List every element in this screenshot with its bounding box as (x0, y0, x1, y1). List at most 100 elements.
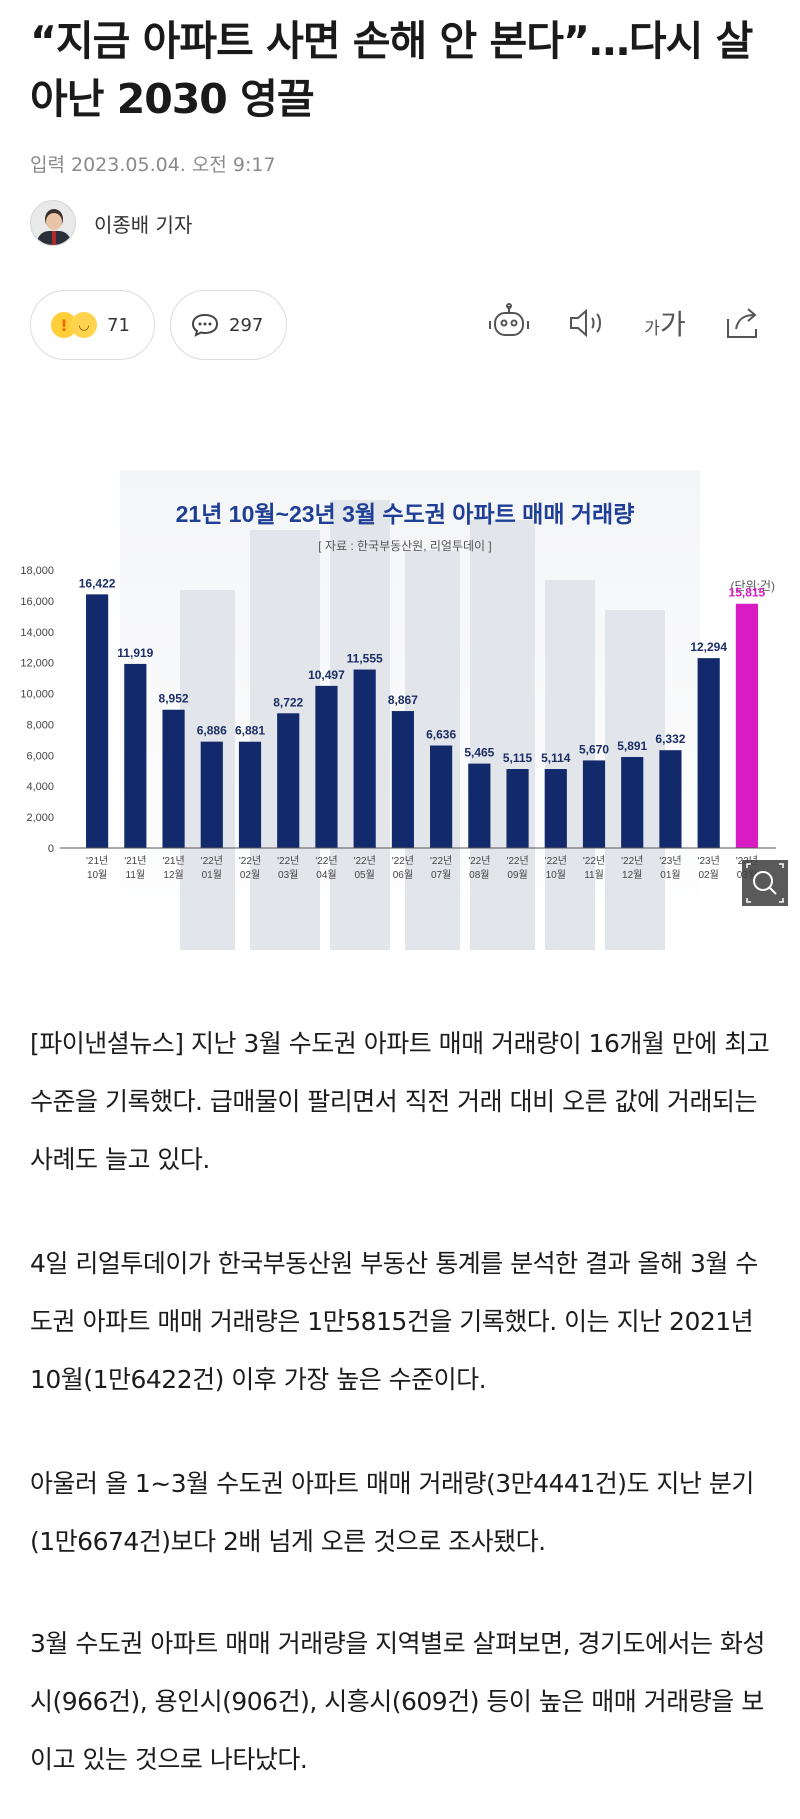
x-tick-year: '22년 (621, 855, 643, 867)
reaction-count: 71 (107, 314, 130, 336)
y-tick-label: 14,000 (20, 627, 54, 639)
paragraph-4: 3월 수도권 아파트 매매 거래량을 지역별로 살펴보면, 경기도에서는 화성시… (30, 1629, 765, 1774)
chart-title: 21년 10월~23년 3월 수도권 아파트 매매 거래량 (176, 501, 635, 527)
y-tick-label: 4,000 (26, 781, 54, 793)
bar-value-label: 8,867 (388, 693, 418, 707)
x-tick-year: '22년 (583, 855, 605, 867)
x-tick-year: '22년 (201, 855, 223, 867)
summary-bot-button[interactable] (485, 302, 533, 344)
bar-value-label: 5,114 (541, 751, 571, 765)
y-tick-label: 18,000 (20, 565, 54, 577)
bar-value-label: 16,422 (79, 576, 116, 590)
bar-value-label: 10,497 (308, 668, 345, 682)
x-tick-month: 09월 (507, 869, 527, 881)
bar (353, 669, 376, 848)
bar (506, 769, 529, 848)
comment-button[interactable]: 297 (170, 290, 287, 360)
reaction-button[interactable]: ! ◡ 71 (30, 290, 155, 360)
bar-value-label: 15,815 (729, 586, 766, 600)
bar-value-label: 6,886 (197, 724, 227, 738)
x-tick-year: '23년 (698, 855, 720, 867)
author-name[interactable]: 이종배 기자 (94, 212, 193, 237)
bar (659, 750, 682, 848)
smile-emoji-icon: ◡ (71, 312, 97, 338)
zoom-image-icon[interactable] (742, 860, 788, 906)
x-tick-year: '22년 (468, 855, 490, 867)
font-size-button[interactable]: 가가 (640, 302, 690, 344)
x-tick-month: 01월 (202, 869, 222, 881)
y-tick-label: 0 (48, 843, 54, 855)
share-button[interactable] (720, 302, 764, 344)
x-tick-month: 11월 (584, 869, 604, 881)
chart-image[interactable]: 21년 10월~23년 3월 수도권 아파트 매매 거래량 [ 자료 : 한국부… (20, 470, 790, 990)
bar-value-label: 5,115 (503, 751, 533, 765)
publish-date: 입력 2023.05.04. 오전 9:17 (30, 154, 276, 176)
bar (277, 713, 300, 848)
bar (238, 741, 262, 848)
bar (200, 741, 223, 848)
bar (697, 658, 720, 848)
bar-value-label: 5,670 (579, 742, 609, 756)
x-tick-month: 02월 (699, 869, 719, 881)
x-tick-month: 02월 (240, 869, 260, 881)
bar (468, 763, 491, 848)
x-tick-year: '21년 (124, 855, 146, 867)
x-tick-month: 04월 (316, 869, 336, 881)
x-tick-month: 12월 (163, 869, 183, 881)
x-tick-month: 01월 (660, 869, 680, 881)
speaker-tts-icon (570, 308, 601, 338)
comment-count: 297 (229, 314, 264, 336)
x-tick-year: '21년 (162, 855, 184, 867)
paragraph-1: [파이낸셜뉴스] 지난 3월 수도권 아파트 매매 거래량이 16개월 만에 최… (30, 1029, 770, 1174)
y-tick-label: 8,000 (26, 719, 54, 731)
bar (544, 769, 567, 848)
y-tick-label: 16,000 (20, 596, 54, 608)
x-tick-year: '21년 (86, 855, 108, 867)
y-tick-label: 10,000 (20, 689, 54, 701)
x-tick-year: '22년 (354, 855, 376, 867)
speech-bubble-icon (191, 313, 219, 337)
bar (582, 760, 606, 848)
article-headline: “지금 아파트 사면 손해 안 본다”…다시 살아난 2030 영끌 (30, 17, 753, 123)
x-tick-month: 08월 (469, 869, 489, 881)
chart-unit: (단위:건) (731, 579, 775, 593)
bar (735, 603, 758, 848)
bar-value-label: 11,555 (347, 652, 383, 666)
y-tick-label: 2,000 (26, 812, 54, 824)
author-row[interactable]: 이종배 기자 (30, 198, 192, 248)
paragraph-2: 4일 리얼투데이가 한국부동산원 부동산 통계를 분석한 결과 올해 3월 수도… (30, 1249, 758, 1394)
x-tick-year: '22년 (545, 855, 567, 867)
bar-value-label: 8,722 (273, 695, 303, 709)
bar (621, 757, 644, 848)
bar-value-label: 6,332 (655, 732, 685, 746)
bar-value-label: 5,891 (617, 739, 647, 753)
x-tick-year: '22년 (392, 855, 414, 867)
x-tick-month: 07월 (431, 869, 451, 881)
x-tick-month: 05월 (355, 869, 375, 881)
font-size-icon: 가가 (644, 308, 686, 341)
bar (315, 685, 338, 848)
bar (391, 711, 414, 848)
bar-value-label: 5,465 (464, 746, 494, 760)
bar (430, 745, 453, 848)
bar (162, 709, 185, 848)
paragraph-3: 아울러 올 1~3월 수도권 아파트 매매 거래량(3만4441건)도 지난 분… (30, 1469, 754, 1556)
x-tick-month: 03월 (278, 869, 298, 881)
x-tick-year: '23년 (659, 855, 681, 867)
x-tick-year: '22년 (239, 855, 261, 867)
x-tick-year: '22년 (506, 855, 528, 867)
bar-value-label: 11,919 (117, 646, 153, 660)
x-tick-month: 10월 (87, 869, 107, 881)
author-avatar[interactable] (30, 200, 76, 246)
x-tick-month: 11월 (126, 869, 146, 881)
x-tick-year: '22년 (315, 855, 337, 867)
y-tick-label: 6,000 (26, 750, 54, 762)
bar-value-label: 6,636 (426, 728, 456, 742)
bar-value-label: 8,952 (159, 692, 189, 706)
x-tick-month: 12월 (622, 869, 642, 881)
y-tick-label: 12,000 (20, 658, 54, 670)
x-tick-month: 06월 (393, 869, 413, 881)
bar (124, 663, 147, 848)
bar (86, 594, 109, 848)
text-to-speech-button[interactable] (565, 302, 609, 344)
